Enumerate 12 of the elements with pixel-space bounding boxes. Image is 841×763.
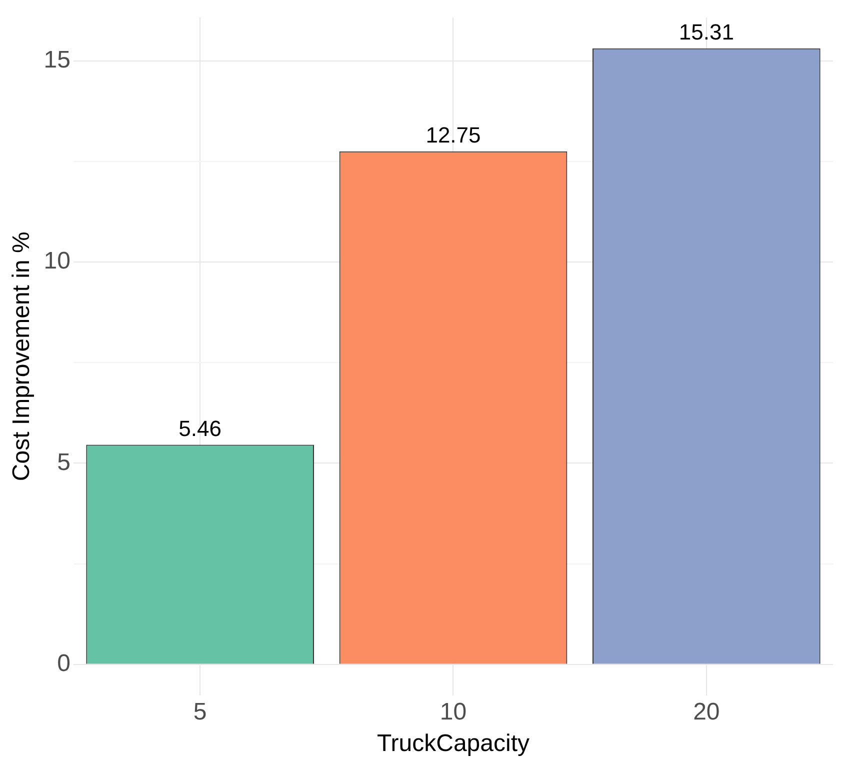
x-tick-label: 5 [193,698,207,726]
x-axis-title: TruckCapacity [377,730,530,758]
x-tick-label: 10 [440,698,467,726]
y-tick-label: 5 [57,448,70,476]
data-label: 12.75 [426,122,481,148]
y-tick-label: 15 [44,46,70,74]
data-label: 15.31 [678,19,734,44]
y-tick-label: 0 [57,650,70,678]
data-label: 5.46 [178,416,222,441]
y-tick-label: 10 [44,248,70,275]
x-tick-label: 20 [693,698,720,726]
y-axis-title: Cost Improvement in % [8,232,36,482]
